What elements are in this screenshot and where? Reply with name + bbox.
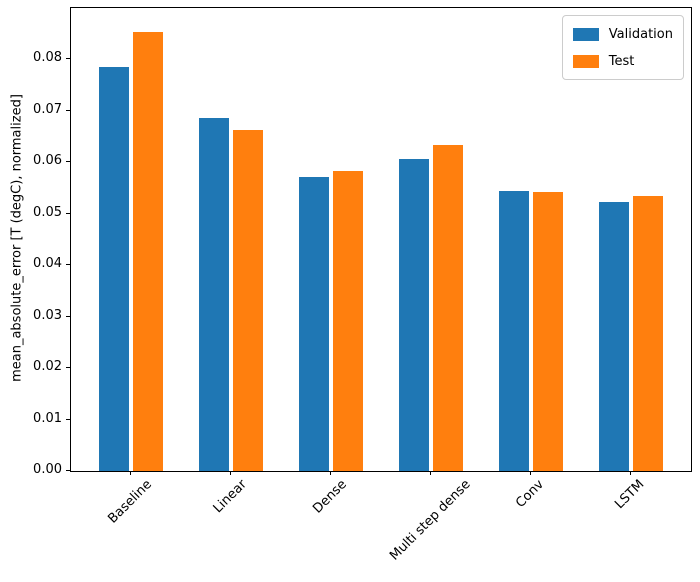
y-tick-mark bbox=[66, 367, 70, 369]
y-tick-mark bbox=[66, 315, 70, 317]
bar-validation-baseline bbox=[99, 67, 130, 471]
bar-test-conv bbox=[532, 191, 563, 471]
x-tick-mark bbox=[130, 471, 132, 475]
x-tick-mark bbox=[230, 471, 232, 475]
x-tick-label-multi-step-dense: Multi step dense bbox=[386, 477, 474, 564]
y-tick-mark bbox=[66, 470, 70, 471]
x-tick-label-linear: Linear bbox=[210, 477, 250, 517]
y-axis-label: mean_absolute_error [T (degC), normalize… bbox=[9, 94, 25, 382]
legend: Validation Test bbox=[561, 15, 684, 80]
y-tick-label: 0.02 bbox=[33, 359, 62, 375]
y-tick-mark bbox=[66, 264, 70, 266]
y-tick-label: 0.05 bbox=[33, 204, 62, 220]
x-tick-mark bbox=[429, 471, 431, 475]
bar-test-baseline bbox=[133, 31, 164, 471]
legend-label-validation: Validation bbox=[608, 26, 673, 42]
x-tick-label-baseline: Baseline bbox=[105, 477, 155, 527]
y-tick-mark bbox=[66, 418, 70, 420]
y-tick-label: 0.03 bbox=[33, 307, 62, 323]
y-tick-mark bbox=[66, 58, 70, 60]
bar-validation-dense bbox=[299, 176, 330, 471]
bar-validation-lstm bbox=[598, 201, 629, 471]
y-tick-label: 0.08 bbox=[33, 50, 62, 66]
y-tick-label: 0.04 bbox=[33, 256, 62, 272]
bar-validation-linear bbox=[199, 117, 230, 471]
y-tick-label: 0.06 bbox=[33, 153, 62, 169]
y-tick-mark bbox=[66, 109, 70, 111]
y-tick-label: 0.07 bbox=[33, 101, 62, 117]
x-tick-label-lstm: LSTM bbox=[612, 477, 648, 513]
x-tick-label-conv: Conv bbox=[512, 477, 547, 511]
x-tick-mark bbox=[330, 471, 332, 475]
bar-test-lstm bbox=[632, 196, 663, 471]
legend-item-test: Test bbox=[572, 51, 673, 71]
y-tick-label: 0.01 bbox=[33, 410, 62, 426]
test-swatch-icon bbox=[572, 54, 599, 68]
y-tick-mark bbox=[66, 212, 70, 214]
bar-test-linear bbox=[233, 129, 264, 471]
x-tick-mark bbox=[529, 471, 531, 475]
bar-validation-multi-step-dense bbox=[398, 158, 429, 471]
legend-item-validation: Validation bbox=[572, 24, 673, 44]
bar-test-dense bbox=[333, 170, 364, 471]
x-tick-label-dense: Dense bbox=[310, 477, 350, 517]
bar-test-multi-step-dense bbox=[432, 144, 463, 471]
legend-label-test: Test bbox=[608, 53, 635, 69]
bar-validation-conv bbox=[498, 190, 529, 471]
plot-area: Validation Test bbox=[70, 7, 692, 472]
y-tick-mark bbox=[66, 161, 70, 163]
validation-swatch-icon bbox=[572, 27, 599, 41]
y-tick-label: 0.00 bbox=[33, 462, 62, 477]
x-tick-mark bbox=[629, 471, 631, 475]
